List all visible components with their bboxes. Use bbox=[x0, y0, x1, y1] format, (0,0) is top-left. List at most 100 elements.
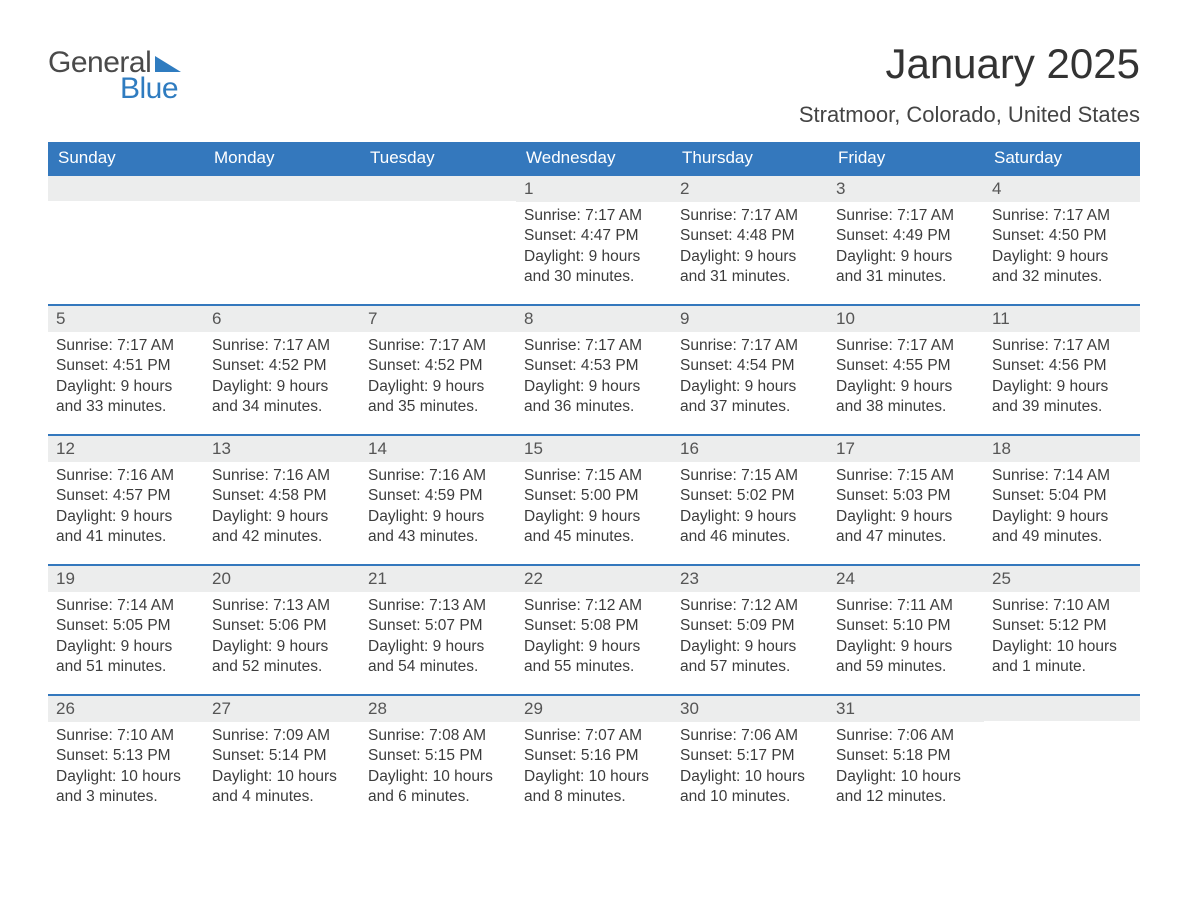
calendar-cell: 16Sunrise: 7:15 AMSunset: 5:02 PMDayligh… bbox=[672, 436, 828, 558]
daylight-text-2: and 45 minutes. bbox=[524, 527, 664, 547]
day-number bbox=[204, 176, 360, 201]
dow-thursday: Thursday bbox=[672, 142, 828, 174]
day-number: 31 bbox=[828, 696, 984, 722]
calendar-week: 5Sunrise: 7:17 AMSunset: 4:51 PMDaylight… bbox=[48, 304, 1140, 428]
calendar-cell: 17Sunrise: 7:15 AMSunset: 5:03 PMDayligh… bbox=[828, 436, 984, 558]
daylight-text-1: Daylight: 9 hours bbox=[368, 507, 508, 527]
day-number: 4 bbox=[984, 176, 1140, 202]
sunset-text: Sunset: 5:12 PM bbox=[992, 616, 1132, 636]
calendar-cell: 23 Sunrise: 7:12 AMSunset: 5:09 PMDayligh… bbox=[672, 566, 828, 688]
day-details: Sunrise: 7:14 AMSunset: 5:05 PMDaylight:… bbox=[48, 592, 204, 684]
daylight-text-2: and 10 minutes. bbox=[680, 787, 820, 807]
calendar-cell: 15Sunrise: 7:15 AMSunset: 5:00 PMDayligh… bbox=[516, 436, 672, 558]
daylight-text-2: and 38 minutes. bbox=[836, 397, 976, 417]
daylight-text-1: Daylight: 9 hours bbox=[836, 637, 976, 657]
day-details: Sunrise: 7:11 AMSunset: 5:10 PMDaylight:… bbox=[828, 592, 984, 684]
calendar-week: 26Sunrise: 7:10 AMSunset: 5:13 PMDayligh… bbox=[48, 694, 1140, 818]
day-number: 9 bbox=[672, 306, 828, 332]
daylight-text-2: and 39 minutes. bbox=[992, 397, 1132, 417]
day-number: 26 bbox=[48, 696, 204, 722]
day-number: 6 bbox=[204, 306, 360, 332]
sunrise-text: Sunrise: 7:07 AM bbox=[524, 726, 664, 746]
calendar-cell: 13Sunrise: 7:16 AMSunset: 4:58 PMDayligh… bbox=[204, 436, 360, 558]
daylight-text-2: and 55 minutes. bbox=[524, 657, 664, 677]
sunrise-text: Sunrise: 7:16 AM bbox=[368, 466, 508, 486]
daylight-text-1: Daylight: 9 hours bbox=[680, 637, 820, 657]
daylight-text-2: and 36 minutes. bbox=[524, 397, 664, 417]
day-number: 14 bbox=[360, 436, 516, 462]
daylight-text-2: and 49 minutes. bbox=[992, 527, 1132, 547]
sunset-text: Sunset: 5:18 PM bbox=[836, 746, 976, 766]
sunset-text: Sunset: 5:05 PM bbox=[56, 616, 196, 636]
day-details: Sunrise: 7:17 AMSunset: 4:52 PMDaylight:… bbox=[360, 332, 516, 424]
day-details: Sunrise: 7:17 AMSunset: 4:50 PMDaylight:… bbox=[984, 202, 1140, 294]
day-details: Sunrise: 7:17 AMSunset: 4:51 PMDaylight:… bbox=[48, 332, 204, 424]
daylight-text-1: Daylight: 9 hours bbox=[212, 377, 352, 397]
calendar-cell: 12Sunrise: 7:16 AMSunset: 4:57 PMDayligh… bbox=[48, 436, 204, 558]
sunset-text: Sunset: 4:48 PM bbox=[680, 226, 820, 246]
day-details: Sunrise: 7:16 AMSunset: 4:59 PMDaylight:… bbox=[360, 462, 516, 554]
daylight-text-2: and 6 minutes. bbox=[368, 787, 508, 807]
day-details: Sunrise: 7:17 AMSunset: 4:55 PMDaylight:… bbox=[828, 332, 984, 424]
daylight-text-1: Daylight: 10 hours bbox=[368, 767, 508, 787]
sunrise-text: Sunrise: 7:17 AM bbox=[56, 336, 196, 356]
daylight-text-1: Daylight: 9 hours bbox=[836, 377, 976, 397]
sunrise-text: Sunrise: 7:17 AM bbox=[368, 336, 508, 356]
day-number: 24 bbox=[828, 566, 984, 592]
daylight-text-2: and 3 minutes. bbox=[56, 787, 196, 807]
dow-wednesday: Wednesday bbox=[516, 142, 672, 174]
day-number bbox=[360, 176, 516, 201]
sunset-text: Sunset: 5:09 PM bbox=[680, 616, 820, 636]
daylight-text-1: Daylight: 9 hours bbox=[56, 377, 196, 397]
day-number: 13 bbox=[204, 436, 360, 462]
sunrise-text: Sunrise: 7:06 AM bbox=[680, 726, 820, 746]
daylight-text-2: and 32 minutes. bbox=[992, 267, 1132, 287]
dow-friday: Friday bbox=[828, 142, 984, 174]
calendar-cell: 7Sunrise: 7:17 AMSunset: 4:52 PMDaylight… bbox=[360, 306, 516, 428]
day-details: Sunrise: 7:12 AMSunset: 5:08 PMDaylight:… bbox=[516, 592, 672, 684]
daylight-text-2: and 51 minutes. bbox=[56, 657, 196, 677]
day-details: Sunrise: 7:07 AMSunset: 5:16 PMDaylight:… bbox=[516, 722, 672, 814]
day-number: 25 bbox=[984, 566, 1140, 592]
calendar-cell: 6Sunrise: 7:17 AMSunset: 4:52 PMDaylight… bbox=[204, 306, 360, 428]
sunset-text: Sunset: 5:14 PM bbox=[212, 746, 352, 766]
day-number: 28 bbox=[360, 696, 516, 722]
day-details: Sunrise: 7:17 AMSunset: 4:49 PMDaylight:… bbox=[828, 202, 984, 294]
sunrise-text: Sunrise: 7:14 AM bbox=[992, 466, 1132, 486]
sunset-text: Sunset: 5:03 PM bbox=[836, 486, 976, 506]
calendar-cell: 5Sunrise: 7:17 AMSunset: 4:51 PMDaylight… bbox=[48, 306, 204, 428]
calendar-page: General Blue January 2025 Stratmoor, Col… bbox=[0, 0, 1188, 848]
sunrise-text: Sunrise: 7:17 AM bbox=[992, 206, 1132, 226]
daylight-text-2: and 34 minutes. bbox=[212, 397, 352, 417]
sunset-text: Sunset: 4:57 PM bbox=[56, 486, 196, 506]
sunrise-text: Sunrise: 7:17 AM bbox=[680, 206, 820, 226]
day-details: Sunrise: 7:17 AMSunset: 4:54 PMDaylight:… bbox=[672, 332, 828, 424]
day-details: Sunrise: 7:17 AMSunset: 4:48 PMDaylight:… bbox=[672, 202, 828, 294]
calendar-cell: 26Sunrise: 7:10 AMSunset: 5:13 PMDayligh… bbox=[48, 696, 204, 818]
sunset-text: Sunset: 4:51 PM bbox=[56, 356, 196, 376]
sunset-text: Sunset: 5:07 PM bbox=[368, 616, 508, 636]
day-number: 20 bbox=[204, 566, 360, 592]
sunrise-text: Sunrise: 7:09 AM bbox=[212, 726, 352, 746]
calendar-cell: 2Sunrise: 7:17 AMSunset: 4:48 PMDaylight… bbox=[672, 176, 828, 298]
day-number: 10 bbox=[828, 306, 984, 332]
sunrise-text: Sunrise: 7:13 AM bbox=[368, 596, 508, 616]
calendar-cell: 22Sunrise: 7:12 AMSunset: 5:08 PMDayligh… bbox=[516, 566, 672, 688]
day-number: 22 bbox=[516, 566, 672, 592]
day-details: Sunrise: 7:09 AMSunset: 5:14 PMDaylight:… bbox=[204, 722, 360, 814]
sunrise-text: Sunrise: 7:15 AM bbox=[836, 466, 976, 486]
sunset-text: Sunset: 4:50 PM bbox=[992, 226, 1132, 246]
daylight-text-2: and 57 minutes. bbox=[680, 657, 820, 677]
daylight-text-2: and 8 minutes. bbox=[524, 787, 664, 807]
sunset-text: Sunset: 5:17 PM bbox=[680, 746, 820, 766]
calendar-cell: 10Sunrise: 7:17 AMSunset: 4:55 PMDayligh… bbox=[828, 306, 984, 428]
daylight-text-1: Daylight: 9 hours bbox=[524, 637, 664, 657]
sunrise-text: Sunrise: 7:12 AM bbox=[680, 596, 820, 616]
calendar-cell: 4Sunrise: 7:17 AMSunset: 4:50 PMDaylight… bbox=[984, 176, 1140, 298]
calendar-cell: 3Sunrise: 7:17 AMSunset: 4:49 PMDaylight… bbox=[828, 176, 984, 298]
calendar-cell: 20Sunrise: 7:13 AMSunset: 5:06 PMDayligh… bbox=[204, 566, 360, 688]
calendar-cell: 24Sunrise: 7:11 AMSunset: 5:10 PMDayligh… bbox=[828, 566, 984, 688]
daylight-text-1: Daylight: 9 hours bbox=[368, 637, 508, 657]
day-number: 23 bbox=[672, 566, 828, 592]
sunset-text: Sunset: 5:10 PM bbox=[836, 616, 976, 636]
